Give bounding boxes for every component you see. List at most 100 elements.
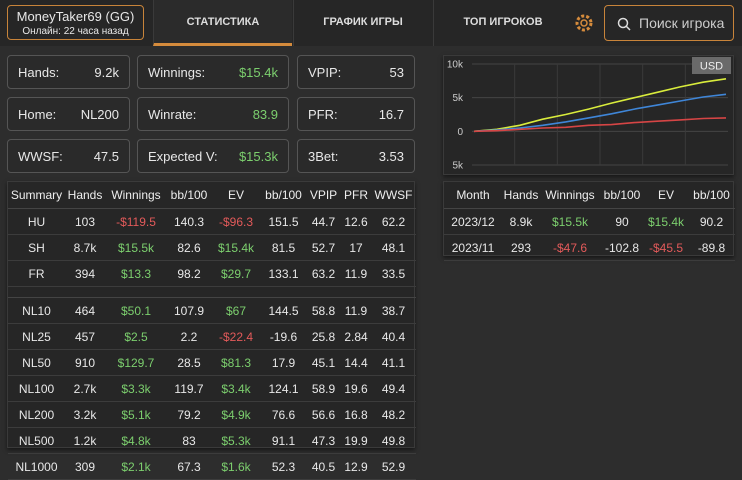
nav-tab[interactable]: ТОП ИГРОКОВ	[433, 0, 572, 46]
stat-box: Winrate: 83.9	[137, 97, 289, 131]
table-cell: 83	[167, 427, 211, 454]
currency-badge	[692, 57, 731, 74]
table-cell: 76.6	[261, 401, 306, 428]
table-cell: 17.9	[261, 349, 306, 376]
column-header: WWSF	[371, 182, 416, 209]
table-cell: 133.1	[261, 260, 306, 287]
player-name: MoneyTaker69 (GG)	[16, 9, 135, 24]
table-cell: -102.8	[600, 234, 644, 261]
header-row: Month Hands Winnings bb/100 EV bb/100	[444, 182, 735, 209]
stat-value: 83.9	[252, 106, 278, 122]
table-cell: 41.1	[371, 349, 416, 376]
table-cell: 19.9	[341, 427, 371, 454]
table-cell: 3.2k	[65, 401, 105, 428]
stat-box: Hands: 9.2k	[7, 55, 130, 89]
table-cell: 140.3	[167, 208, 211, 235]
table-cell: 2.7k	[65, 375, 105, 402]
table-cell: 58.8	[306, 297, 341, 324]
spacer	[8, 286, 416, 298]
table-cell: 58.9	[306, 375, 341, 402]
table-cell: 48.1	[371, 234, 416, 261]
stat-box: PFR: 16.7	[297, 97, 415, 131]
table-cell: 910	[65, 349, 105, 376]
table-cell: 2.84	[341, 323, 371, 350]
table-row: NL10 464 $50.1 107.9 $67 144.5 58.8 11.9 38.7	[8, 297, 416, 324]
table-cell: $129.7	[105, 349, 167, 376]
table-cell: 62.2	[371, 208, 416, 235]
nav-tab[interactable]: ГРАФИК ИГРЫ	[293, 0, 432, 46]
table-cell: 8.7k	[65, 234, 105, 261]
table-cell: $3.3k	[105, 375, 167, 402]
stat-box: WWSF: 47.5	[7, 139, 130, 173]
player-status: Онлайн: 22 часа назад	[22, 26, 129, 37]
table-cell: 151.5	[261, 208, 306, 235]
table-cell: $3.4k	[211, 375, 261, 402]
table-cell: $5.3k	[211, 427, 261, 454]
table-cell: 52.7	[306, 234, 341, 261]
table-row: NL200 3.2k $5.1k 79.2 $4.9k 76.6 56.6 16.8 48.2	[8, 401, 416, 428]
table-cell: 11.9	[341, 260, 371, 287]
stat-value: 47.5	[93, 148, 119, 164]
stat-value: 16.7	[378, 106, 404, 122]
table-cell: $5.1k	[105, 401, 167, 428]
y-tick-label: 10k	[447, 60, 464, 71]
table-cell: 293	[502, 234, 540, 261]
table-row: NL100 2.7k $3.3k 119.7 $3.4k 124.1 58.9 19.6 49.…	[8, 375, 416, 402]
table-cell: 81.5	[261, 234, 306, 261]
stat-label: WWSF:	[18, 148, 63, 164]
table: Summary Hands Winnings bb/100 EV bb/100 VPIP PF…	[8, 182, 416, 480]
table-row: 2023/12 8.9k $15.5k 90 $15.4k 90.2	[444, 208, 735, 235]
stat-box: 3Bet: 3.53	[297, 139, 415, 173]
table-cell: 17	[341, 234, 371, 261]
series-line	[473, 78, 727, 133]
table-cell: 309	[65, 453, 105, 480]
table-cell: 2023/12	[444, 208, 502, 235]
table-cell: 25.8	[306, 323, 341, 350]
stat-value: 9.2k	[94, 64, 119, 80]
column-header: PFR	[341, 182, 371, 209]
stat-label: Winnings:	[148, 64, 206, 80]
table-row: SH 8.7k $15.5k 82.6 $15.4k 81.5 52.7 17 48.1	[8, 234, 416, 261]
stat-label: Expected V:	[148, 148, 218, 164]
settings-icon[interactable]	[571, 10, 597, 36]
table-cell: NL50	[8, 349, 65, 376]
table-cell: 144.5	[261, 297, 306, 324]
table-cell: 52.3	[261, 453, 306, 480]
table-cell: 16.8	[341, 401, 371, 428]
table-cell: 12.9	[341, 453, 371, 480]
table-cell: 79.2	[167, 401, 211, 428]
stat-label: Home:	[18, 106, 57, 122]
table-cell: -$45.5	[644, 234, 688, 261]
table-cell: $1.6k	[211, 453, 261, 480]
table-cell: 12.6	[341, 208, 371, 235]
table-row: NL1000 309 $2.1k 67.3 $1.6k 52.3 40.5 12.9 52.9	[8, 453, 416, 480]
search-box[interactable]: Поиск игрока	[604, 5, 734, 41]
table-cell: -$47.6	[540, 234, 600, 261]
table-cell: 107.9	[167, 297, 211, 324]
table-row: 2023/11 293 -$47.6 -102.8 -$45.5 -89.8	[444, 234, 735, 261]
currency-label: USD	[700, 61, 723, 73]
nav-tab[interactable]: СТАТИСТИКА	[153, 0, 292, 46]
column-header: Hands	[65, 182, 105, 209]
table-row: HU 103 -$119.5 140.3 -$96.3 151.5 44.7 12.6 62.2	[8, 208, 416, 235]
profile-card[interactable]: MoneyTaker69 (GG) Онлайн: 22 часа назад	[7, 5, 144, 40]
column-header: Month	[444, 182, 502, 209]
series-line	[473, 117, 727, 133]
table-cell: 63.2	[306, 260, 341, 287]
spacer-cell	[8, 286, 416, 298]
table-cell: 49.8	[371, 427, 416, 454]
table-cell: $2.1k	[105, 453, 167, 480]
column-header: bb/100	[167, 182, 211, 209]
table-cell: 91.1	[261, 427, 306, 454]
table-cell: $13.3	[105, 260, 167, 287]
table-cell: 44.7	[306, 208, 341, 235]
month-table: Month Hands Winnings bb/100 EV bb/100 2023/12 8…	[443, 181, 735, 261]
stat-label: Hands:	[18, 64, 60, 80]
table-cell: $4.8k	[105, 427, 167, 454]
table-cell: 457	[65, 323, 105, 350]
column-header: bb/100	[261, 182, 306, 209]
table-cell: 124.1	[261, 375, 306, 402]
stat-label: 3Bet:	[308, 148, 339, 164]
table-cell: 56.6	[306, 401, 341, 428]
table-cell: 47.3	[306, 427, 341, 454]
